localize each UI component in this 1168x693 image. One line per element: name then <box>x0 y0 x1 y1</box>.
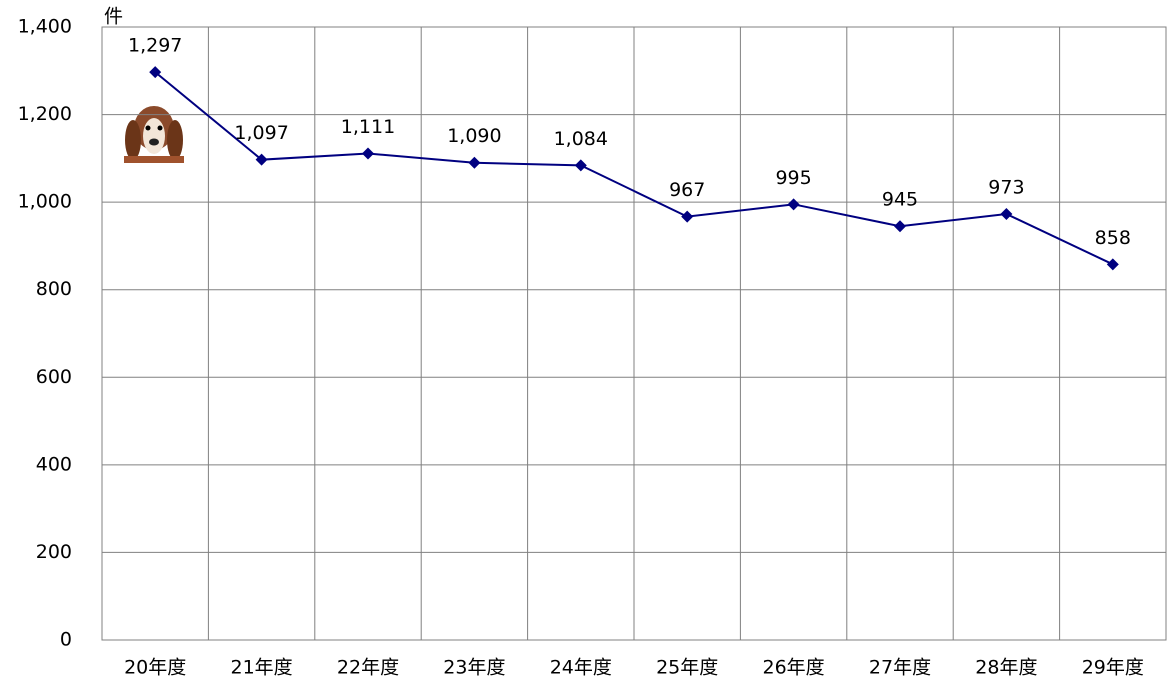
x-tick-label: 22年度 <box>337 657 399 679</box>
x-tick-label: 24年度 <box>550 657 612 679</box>
x-tick-label: 27年度 <box>869 657 931 679</box>
data-label: 1,084 <box>554 128 608 150</box>
dog-icon <box>122 104 186 164</box>
data-label: 1,297 <box>128 35 182 57</box>
data-label: 858 <box>1095 227 1131 249</box>
data-label: 1,090 <box>447 125 501 147</box>
point <box>1000 208 1012 220</box>
data-label: 973 <box>988 176 1024 198</box>
y-tick-label: 600 <box>36 366 72 388</box>
point <box>788 198 800 210</box>
y-tick-label: 1,000 <box>18 191 72 213</box>
point <box>362 148 374 160</box>
point <box>468 157 480 169</box>
x-tick-label: 20年度 <box>124 657 186 679</box>
point <box>894 220 906 232</box>
y-tick-label: 1,200 <box>18 103 72 125</box>
data-label: 967 <box>669 179 705 201</box>
point <box>575 159 587 171</box>
y-tick-label: 1,400 <box>18 16 72 38</box>
y-tick-label: 400 <box>36 453 72 475</box>
y-axis-label: 件 <box>104 6 123 28</box>
data-label: 1,111 <box>341 116 395 138</box>
point <box>1107 258 1119 270</box>
y-tick-label: 0 <box>60 629 72 651</box>
data-label: 945 <box>882 189 918 211</box>
data-label: 995 <box>775 167 811 189</box>
x-tick-label: 25年度 <box>656 657 718 679</box>
x-tick-label: 28年度 <box>975 657 1037 679</box>
x-tick-label: 21年度 <box>231 657 293 679</box>
point <box>681 211 693 223</box>
y-tick-label: 800 <box>36 278 72 300</box>
data-label: 1,097 <box>234 122 288 144</box>
x-tick-label: 26年度 <box>763 657 825 679</box>
x-tick-label: 29年度 <box>1082 657 1144 679</box>
chart: 件 0 200 400 600 800 1,000 1,200 1,400 20年度 21年度 22… <box>0 0 1168 693</box>
x-tick-label: 23年度 <box>443 657 505 679</box>
y-tick-label: 200 <box>36 541 72 563</box>
